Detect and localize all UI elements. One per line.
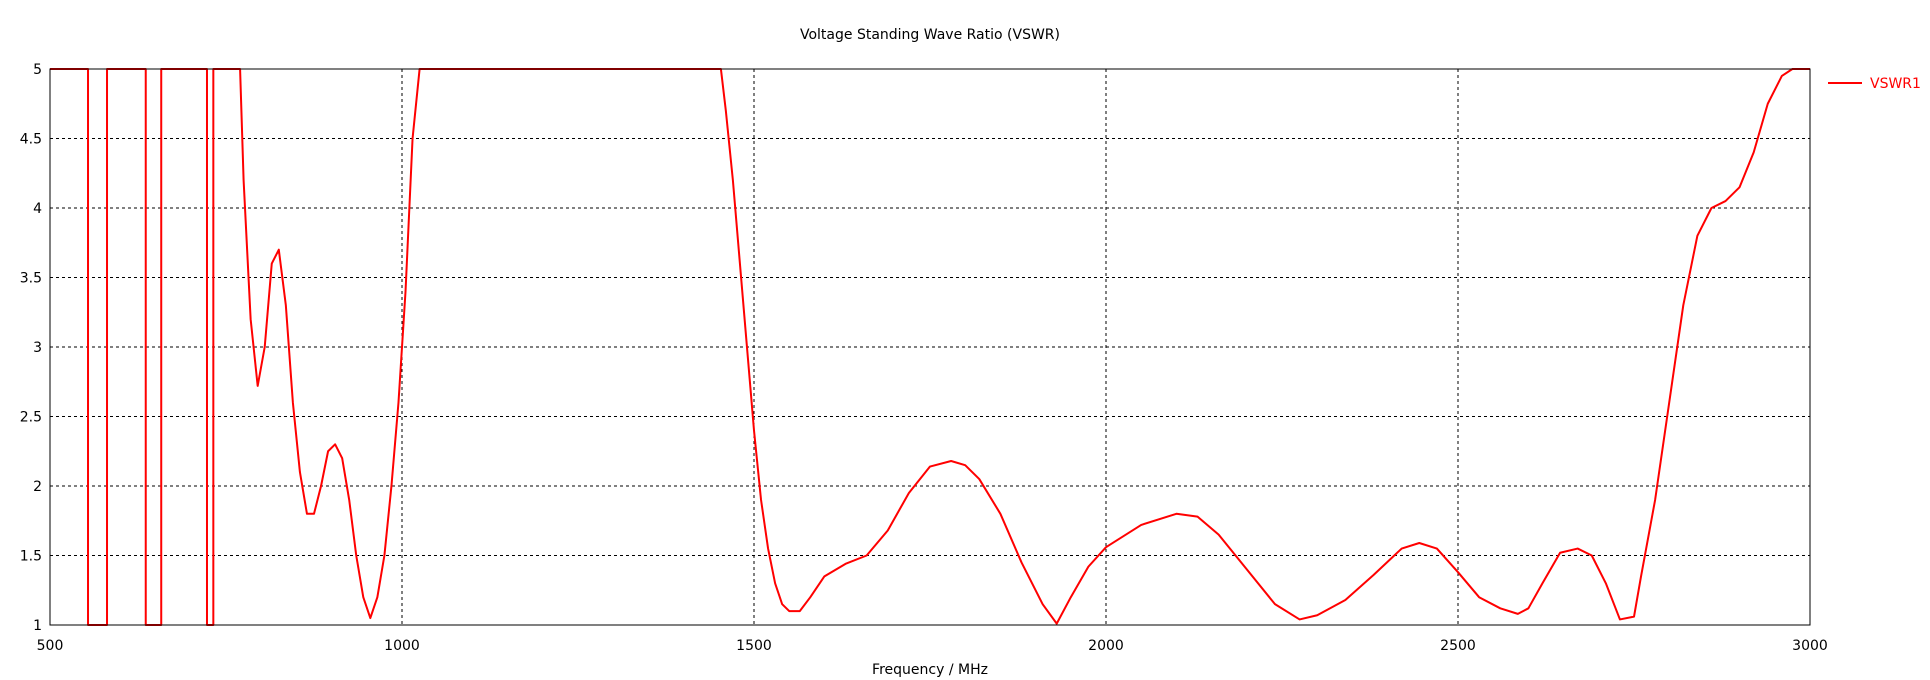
x-axis-ticks: 500 1000 1500 2000 2500 3000 bbox=[37, 638, 1828, 654]
y-axis-ticks: 1 1.5 2 2.5 3 3.5 4 4.5 5 bbox=[20, 62, 42, 634]
x-tick-label: 2500 bbox=[1440, 638, 1476, 654]
y-tick-label: 2 bbox=[33, 479, 42, 495]
y-tick-label: 3.5 bbox=[20, 271, 42, 287]
chart-title: Voltage Standing Wave Ratio (VSWR) bbox=[800, 27, 1060, 43]
x-tick-label: 2000 bbox=[1088, 638, 1124, 654]
legend-label-vswr1: VSWR1 bbox=[1870, 76, 1921, 92]
grid bbox=[50, 69, 1810, 625]
y-tick-label: 2.5 bbox=[20, 410, 42, 426]
x-tick-label: 3000 bbox=[1792, 638, 1828, 654]
vswr1-series-line bbox=[50, 68, 1810, 626]
y-tick-label: 5 bbox=[33, 62, 42, 78]
x-axis-label: Frequency / MHz bbox=[872, 662, 988, 678]
y-tick-label: 3 bbox=[33, 340, 42, 356]
x-tick-label: 500 bbox=[37, 638, 64, 654]
y-tick-label: 1 bbox=[33, 618, 42, 634]
y-tick-label: 4 bbox=[33, 201, 42, 217]
x-tick-label: 1500 bbox=[736, 638, 772, 654]
y-tick-label: 1.5 bbox=[20, 549, 42, 565]
y-tick-label: 4.5 bbox=[20, 132, 42, 148]
x-tick-label: 1000 bbox=[384, 638, 420, 654]
plot-frame bbox=[49, 68, 1811, 626]
legend: VSWR1 bbox=[1828, 76, 1921, 92]
